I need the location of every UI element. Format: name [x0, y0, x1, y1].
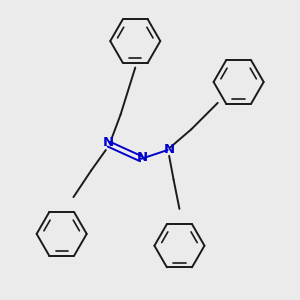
Text: N: N	[164, 143, 175, 156]
Text: N: N	[103, 136, 114, 149]
Text: N: N	[137, 151, 148, 164]
